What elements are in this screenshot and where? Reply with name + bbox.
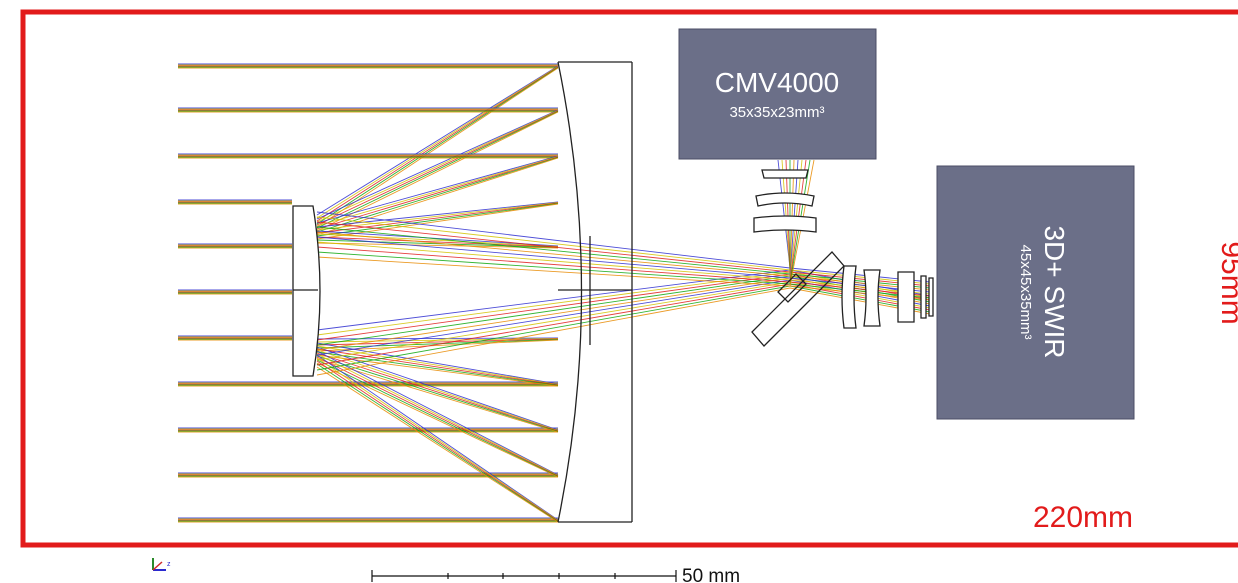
ray xyxy=(316,111,559,232)
envelope-outline xyxy=(20,9,1238,548)
cmv4000-title: CMV4000 xyxy=(715,67,840,98)
ray xyxy=(316,353,559,476)
ray xyxy=(316,66,559,222)
ray xyxy=(316,202,559,234)
relay-lens-horizontal xyxy=(841,265,934,329)
ray xyxy=(316,346,559,431)
ray xyxy=(316,359,559,477)
ray xyxy=(316,239,559,248)
cmv4000-subtitle: 35x35x23mm³ xyxy=(729,104,824,121)
ray xyxy=(316,65,559,216)
ray xyxy=(316,236,931,293)
height-dimension-label: 95mm xyxy=(1215,241,1238,324)
ray-bundles xyxy=(178,63,931,523)
swir-subtitle: 45x45x35mm³ xyxy=(1017,244,1034,339)
axis-triad-icon: z xyxy=(152,558,171,571)
ray xyxy=(316,67,559,228)
secondary-mirror xyxy=(292,205,321,377)
ray xyxy=(316,339,559,349)
ray xyxy=(316,273,931,341)
ray xyxy=(316,287,931,376)
beamsplitter-plate xyxy=(751,251,845,347)
ray xyxy=(316,275,931,346)
ray xyxy=(316,109,559,220)
svg-text:z: z xyxy=(167,561,171,568)
ray xyxy=(316,157,559,236)
cmv4000-box: CMV4000 35x35x23mm³ xyxy=(678,28,877,160)
ray xyxy=(316,236,559,248)
swir-box: 3D+ SWIR 45x45x35mm³ xyxy=(936,165,1135,420)
ray xyxy=(316,339,559,352)
ray xyxy=(316,357,559,521)
ray xyxy=(316,241,931,295)
ray xyxy=(316,352,559,432)
ray xyxy=(316,363,559,522)
ray xyxy=(316,348,559,386)
swir-title: 3D+ SWIR xyxy=(1039,225,1070,358)
relay-lens-vertical xyxy=(753,169,817,233)
ray xyxy=(316,354,559,521)
ray xyxy=(316,201,559,228)
scale-bar xyxy=(371,570,677,582)
ray xyxy=(316,157,559,233)
scale-bar-label: 50 mm xyxy=(682,566,740,583)
ray xyxy=(316,216,931,285)
ray xyxy=(316,202,559,231)
ray xyxy=(316,345,559,385)
ray xyxy=(316,351,559,386)
ray xyxy=(316,281,931,361)
primary-mirror xyxy=(557,61,633,523)
ray xyxy=(316,354,559,387)
ray xyxy=(316,356,559,477)
ray xyxy=(316,111,559,229)
width-dimension-label: 220mm xyxy=(1033,501,1133,534)
ray xyxy=(316,360,559,522)
ray xyxy=(316,110,559,226)
ray xyxy=(316,67,559,225)
ray xyxy=(316,110,559,223)
ray xyxy=(316,155,559,224)
ray xyxy=(316,350,559,476)
ray xyxy=(316,366,559,523)
ray xyxy=(316,349,559,431)
ray xyxy=(316,66,559,219)
ray xyxy=(316,285,931,371)
ray xyxy=(316,156,559,227)
ray xyxy=(316,342,559,385)
ray xyxy=(316,283,931,366)
ray xyxy=(316,355,559,432)
ray xyxy=(316,226,931,289)
